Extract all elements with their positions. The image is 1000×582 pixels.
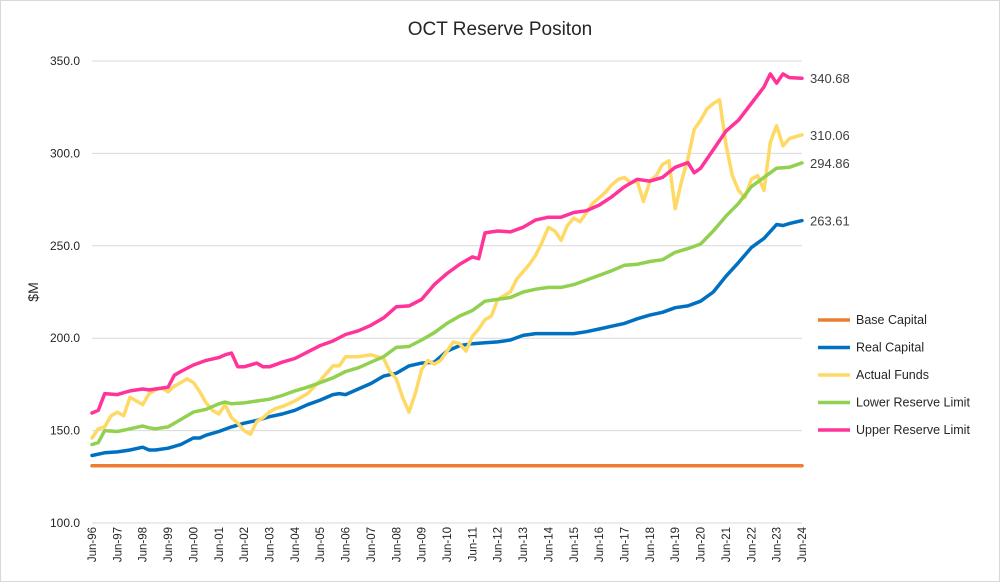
x-tick-label: Jun-09 bbox=[417, 527, 429, 562]
legend-label: Lower Reserve Limit bbox=[856, 396, 970, 410]
y-tick-label: 150.0 bbox=[50, 424, 80, 438]
x-axis-tick-labels: Jun-96 Jun-97 Jun-98 Jun-99 Jun-00 Jun-01 Jun-… bbox=[87, 526, 809, 562]
x-tick-label: Jun-12 bbox=[493, 527, 505, 562]
end-value-label: 340.68 bbox=[810, 71, 850, 86]
y-tick-label: 300.0 bbox=[50, 146, 80, 160]
x-tick-label: Jun-24 bbox=[797, 526, 809, 562]
lower-reserve-limit-line bbox=[90, 161, 804, 447]
x-tick-label: Jun-98 bbox=[138, 527, 150, 562]
x-tick-label: Jun-14 bbox=[543, 526, 555, 562]
y-tick-label: 100.0 bbox=[50, 516, 80, 530]
x-tick-label: Jun-97 bbox=[112, 527, 124, 562]
legend-label: Base Capital bbox=[856, 313, 927, 327]
x-tick-label: Jun-10 bbox=[442, 527, 454, 562]
x-tick-label: Jun-11 bbox=[467, 527, 479, 561]
legend-label: Actual Funds bbox=[856, 368, 929, 382]
gridlines bbox=[92, 60, 802, 524]
x-tick-label: Jun-18 bbox=[645, 527, 657, 562]
x-tick-label: Jun-22 bbox=[746, 527, 758, 562]
end-value-label: 310.06 bbox=[810, 128, 850, 143]
y-tick-label: 200.0 bbox=[50, 331, 80, 345]
legend: Base Capital Real Capital Actual Funds Lowe… bbox=[818, 313, 970, 437]
x-tick-label: Jun-03 bbox=[265, 527, 277, 562]
end-value-labels: 340.68 310.06 294.86 263.61 bbox=[810, 71, 850, 228]
actual-funds-line bbox=[90, 98, 804, 440]
x-tick-label: Jun-99 bbox=[163, 527, 175, 562]
legend-label: Real Capital bbox=[856, 341, 924, 355]
x-tick-label: Jun-07 bbox=[366, 527, 378, 562]
x-tick-label: Jun-08 bbox=[391, 527, 403, 562]
y-axis-tick-labels: 100.0 150.0 200.0 250.0 300.0 350.0 bbox=[50, 54, 80, 530]
chart-title: OCT Reserve Positon bbox=[408, 19, 592, 40]
end-value-label: 263.61 bbox=[810, 214, 850, 229]
x-tick-label: Jun-96 bbox=[87, 527, 99, 562]
x-tick-label: Jun-21 bbox=[721, 527, 733, 562]
x-tick-label: Jun-01 bbox=[214, 527, 226, 562]
legend-label: Upper Reserve Limit bbox=[856, 423, 970, 437]
upper-reserve-limit-line bbox=[90, 72, 804, 415]
y-tick-label: 350.0 bbox=[50, 54, 80, 68]
y-tick-label: 250.0 bbox=[50, 239, 80, 253]
x-tick-label: Jun-17 bbox=[620, 527, 632, 562]
x-tick-label: Jun-13 bbox=[518, 527, 530, 562]
x-tick-label: Jun-19 bbox=[670, 527, 682, 562]
end-value-label: 294.86 bbox=[810, 156, 850, 171]
x-tick-label: Jun-05 bbox=[315, 527, 327, 562]
series-lines bbox=[90, 72, 804, 468]
x-tick-label: Jun-23 bbox=[772, 527, 784, 562]
x-tick-label: Jun-20 bbox=[696, 527, 708, 562]
x-tick-label: Jun-00 bbox=[188, 527, 200, 562]
x-tick-label: Jun-15 bbox=[569, 527, 581, 562]
x-tick-label: Jun-16 bbox=[594, 527, 606, 562]
y-axis-label: $M bbox=[25, 282, 41, 301]
x-tick-label: Jun-04 bbox=[290, 526, 302, 562]
x-tick-label: Jun-02 bbox=[239, 527, 251, 562]
x-tick-label: Jun-06 bbox=[341, 527, 353, 562]
